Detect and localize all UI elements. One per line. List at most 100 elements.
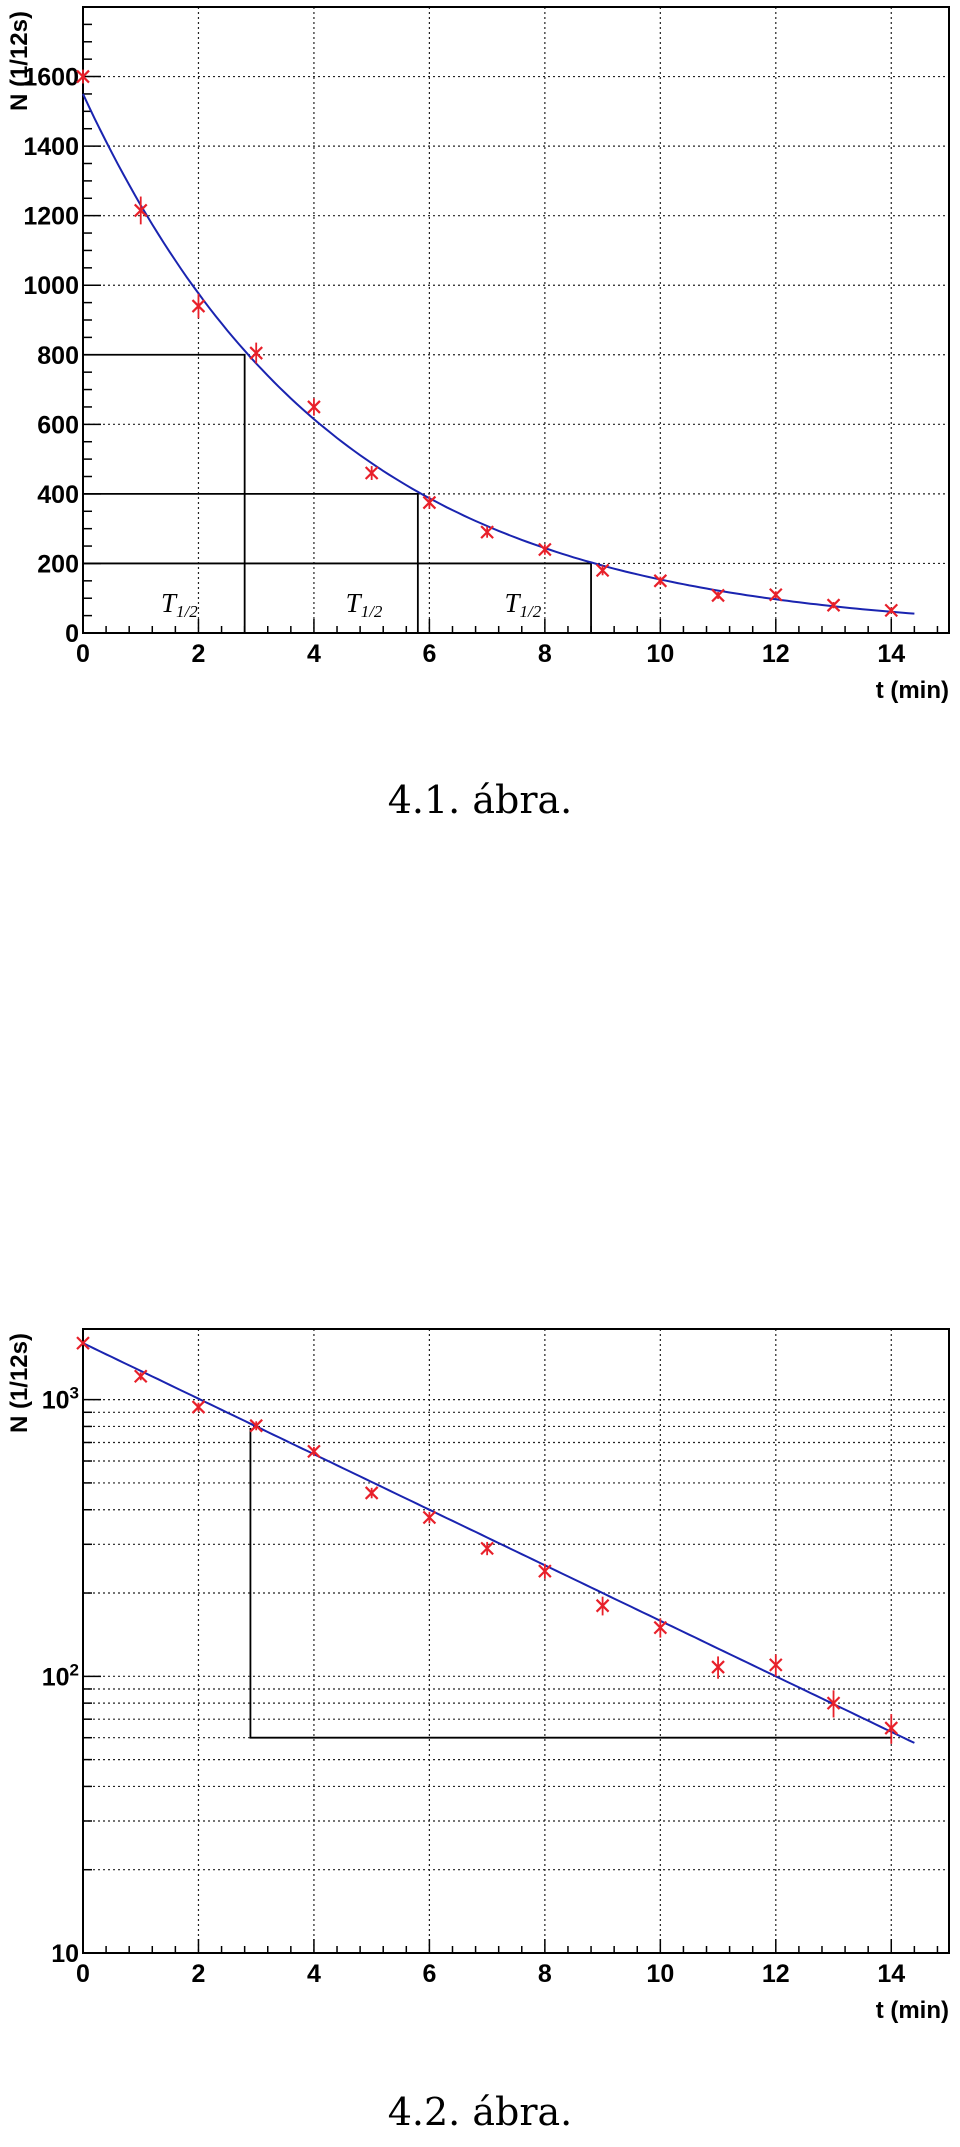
data-point xyxy=(249,1418,263,1433)
halflife-label-main: T xyxy=(346,588,363,618)
x-tick-label: 2 xyxy=(192,640,206,668)
data-point xyxy=(595,563,610,578)
fit-curve xyxy=(82,1342,915,1744)
point-marker-stroke xyxy=(884,603,899,618)
x-axis-title: t (min) xyxy=(876,1997,949,2024)
y-tick-label: 200 xyxy=(37,550,79,578)
y-tick-exponent: 3 xyxy=(70,1384,79,1403)
data-point xyxy=(307,1444,321,1459)
fit-curve xyxy=(82,93,915,615)
x-tick-label: 6 xyxy=(422,1960,436,1988)
data-point xyxy=(76,1336,90,1350)
point-marker-stroke xyxy=(191,299,206,313)
point-marker-stroke xyxy=(480,1541,494,1556)
plot-frame xyxy=(82,6,950,634)
data-point xyxy=(364,1486,379,1500)
y-tick-label: 1600 xyxy=(23,64,79,92)
point-marker-stroke xyxy=(826,1696,841,1710)
halflife-label-sub: 1/2 xyxy=(361,602,383,621)
x-tick-label: 12 xyxy=(762,1960,790,1988)
data-point xyxy=(711,588,725,603)
data-point xyxy=(595,1596,610,1616)
y-tick-label: 10 xyxy=(51,1940,79,1968)
point-marker-stroke xyxy=(769,1658,783,1672)
y-tick-label: 1000 xyxy=(23,272,79,300)
slope-triangle xyxy=(249,1427,892,1739)
y-tick-label: 1400 xyxy=(23,133,79,161)
point-marker-stroke xyxy=(76,69,90,84)
data-point xyxy=(538,1563,552,1579)
chart-linear: 0 2 4 6 8 10 12 14 0 200 400 600 800 1000 1200 1400 1600… xyxy=(6,6,950,704)
halflife-label: T1/2 xyxy=(504,588,541,621)
caption-fig2: 4.2. ábra. xyxy=(387,2090,573,2134)
data-point xyxy=(191,1400,206,1414)
y-tick-label: 0 xyxy=(65,620,79,648)
y-tick-label: 400 xyxy=(37,481,79,509)
x-tick-label: 2 xyxy=(192,1960,206,1988)
halflife-marker xyxy=(83,353,246,633)
data-point xyxy=(653,1618,668,1638)
x-tick-label: 0 xyxy=(76,1960,90,1988)
point-marker-stroke xyxy=(364,1486,379,1500)
y-tick-label: 1200 xyxy=(23,203,79,231)
caption-fig1: 4.1. ábra. xyxy=(387,778,573,822)
data-point xyxy=(884,1714,899,1744)
y-tick-label: 800 xyxy=(37,342,79,370)
data-point xyxy=(191,293,206,319)
halflife-label: T1/2 xyxy=(161,588,198,621)
point-marker-stroke xyxy=(538,1564,552,1578)
data-point xyxy=(307,398,321,416)
data-point xyxy=(826,598,841,612)
data-point xyxy=(364,466,379,480)
point-marker-stroke xyxy=(76,1336,90,1350)
point-marker-stroke xyxy=(191,1400,206,1414)
y-tick-base: 10 xyxy=(51,1940,79,1968)
data-point xyxy=(422,495,437,510)
point-marker-stroke xyxy=(422,1510,437,1525)
halflife-marker xyxy=(83,492,419,633)
point-marker-stroke xyxy=(133,203,148,218)
plot-frame xyxy=(82,1328,950,1954)
y-tick-label: 102 xyxy=(42,1660,79,1691)
x-tick-label: 10 xyxy=(646,1960,674,1988)
point-marker-stroke xyxy=(422,495,437,510)
point-marker-stroke xyxy=(364,466,379,480)
point-marker-stroke xyxy=(595,563,610,578)
data-point xyxy=(653,574,668,588)
point-marker-stroke xyxy=(307,1444,321,1459)
point-marker-stroke xyxy=(653,574,668,588)
halflife-label: T1/2 xyxy=(346,588,383,621)
x-axis-title: t (min) xyxy=(876,677,949,704)
point-marker-stroke xyxy=(307,400,321,414)
data-point xyxy=(538,542,552,557)
data-point xyxy=(884,603,899,618)
point-marker-stroke xyxy=(133,1369,148,1384)
point-marker-stroke xyxy=(249,1418,263,1433)
x-tick-label: 4 xyxy=(307,640,321,668)
data-point xyxy=(76,69,90,84)
data-point xyxy=(480,525,494,539)
x-tick-label: 14 xyxy=(877,640,905,668)
halflife-label-main: T xyxy=(161,588,178,618)
y-axis-title: N (1/12s) xyxy=(6,1333,33,1433)
data-point xyxy=(249,342,263,364)
data-point xyxy=(480,1541,494,1556)
x-tick-label: 4 xyxy=(307,1960,321,1988)
data-point xyxy=(422,1510,437,1525)
x-tick-label: 6 xyxy=(422,640,436,668)
y-tick-base: 10 xyxy=(42,1663,70,1691)
point-marker-stroke xyxy=(249,346,263,360)
y-axis-title: N (1/12s) xyxy=(6,11,33,111)
point-marker-stroke xyxy=(884,1721,899,1735)
x-tick-label: 8 xyxy=(538,1960,552,1988)
data-point xyxy=(769,587,783,602)
data-point xyxy=(826,1690,841,1718)
x-tick-label: 10 xyxy=(646,640,674,668)
data-point xyxy=(133,196,148,225)
x-tick-label: 12 xyxy=(762,640,790,668)
point-marker-stroke xyxy=(826,598,841,612)
data-point xyxy=(711,1656,725,1679)
point-marker-stroke xyxy=(653,1620,668,1635)
halflife-label-sub: 1/2 xyxy=(176,602,198,621)
